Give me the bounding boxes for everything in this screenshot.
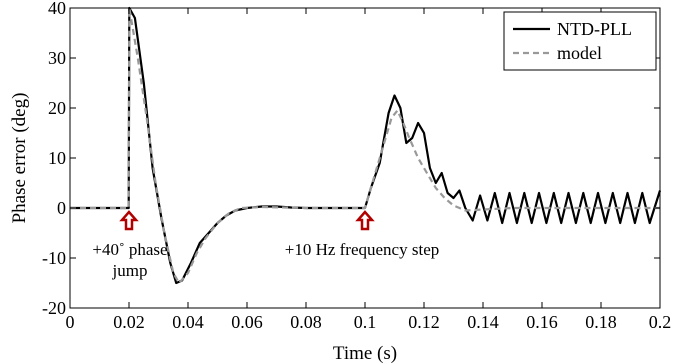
x-tick-label: 0.02	[113, 312, 145, 332]
y-tick-label: 20	[48, 98, 66, 118]
x-tick-label: 0.1	[354, 312, 377, 332]
legend-label-ntd-pll: NTD-PLL	[557, 19, 632, 39]
legend-label-model: model	[557, 43, 602, 63]
y-tick-label: 30	[48, 48, 66, 68]
ticks-layer: 0 0.02 0.04 0.06 0.08 0.1 0.12 0.14 0.16 0.18 0.2 -…	[42, 0, 671, 332]
x-tick-label: 0.16	[526, 312, 558, 332]
annotation-phase-jump-label: +40˚ phase	[92, 240, 167, 259]
annotations-layer: +40˚ phase jump +10 Hz frequency step	[92, 210, 440, 280]
x-tick-label: 0.08	[290, 312, 322, 332]
legend: NTD-PLL model	[503, 11, 657, 71]
x-tick-label: 0.2	[649, 312, 672, 332]
x-axis-label: Time (s)	[333, 343, 397, 364]
annotation-arrow-icon	[355, 210, 375, 231]
x-tick-label: 0	[66, 312, 75, 332]
x-tick-label: 0.06	[231, 312, 263, 332]
x-tick-label: 0.04	[172, 312, 204, 332]
series-layer	[70, 6, 662, 285]
x-tick-label: 0.14	[467, 312, 499, 332]
annotation-phase-jump-label: jump	[112, 261, 148, 280]
annotation-arrow-icon	[119, 210, 139, 231]
y-axis-label: Phase error (deg)	[9, 93, 30, 224]
y-tick-label: -10	[42, 248, 66, 268]
series-line-model	[70, 6, 660, 285]
y-tick-label: 40	[48, 0, 66, 18]
y-tick-label: -20	[42, 298, 66, 318]
annotation-frequency-step-label: +10 Hz frequency step	[285, 240, 440, 259]
y-tick-label: 10	[48, 148, 66, 168]
x-tick-label: 0.18	[585, 312, 617, 332]
y-tick-label: 0	[57, 198, 66, 218]
x-tick-label: 0.12	[408, 312, 440, 332]
legend-box	[503, 11, 657, 71]
